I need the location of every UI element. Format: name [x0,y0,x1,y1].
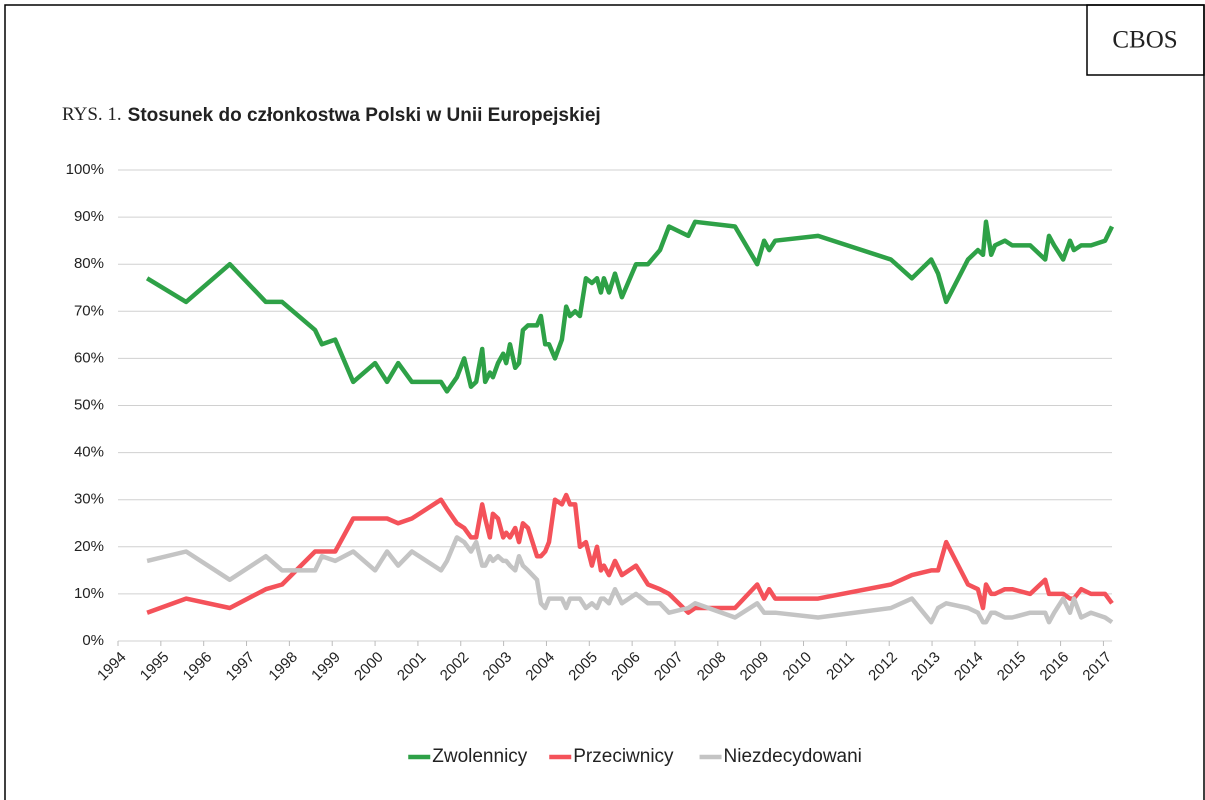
page-frame [4,4,1205,800]
x-tick-label: 1996 [180,649,216,685]
x-tick-label: 1999 [308,649,344,685]
x-tick-label: 1995 [137,649,173,685]
y-tick-label: 10% [74,585,104,602]
x-tick-label: 2004 [522,649,558,685]
x-tick-label: 2002 [437,649,473,685]
legend-label: Zwolennicy [432,746,528,767]
x-tick-label: 2001 [394,649,430,685]
y-tick-label: 80% [74,255,104,272]
y-tick-label: 50% [74,396,104,413]
y-tick-label: 30% [74,491,104,508]
x-tick-label: 2011 [823,649,858,684]
source: CBOS [1112,27,1177,54]
series-line [146,535,1114,625]
x-tick-label: 2014 [951,649,987,685]
figure-label: RYS. 1. [62,104,122,125]
y-tick-label: 0% [82,632,104,649]
x-tick-label: 1994 [94,649,130,685]
x-tick-label: 2003 [480,649,516,685]
x-tick-label: 1998 [265,649,301,685]
series-line [145,219,1115,394]
x-tick-label: 2010 [780,649,816,685]
y-tick-label: 90% [74,208,104,225]
series-line [146,492,1114,615]
chart-title: RYS. 1. Stosunek do członkostwa Polski w … [62,104,601,126]
legend-label: Niezdecydowani [724,746,862,767]
legend-label: Przeciwnicy [573,746,674,767]
x-tick-label: 1997 [223,649,259,685]
x-tick-label: 2015 [994,649,1030,685]
y-tick-label: 20% [74,538,104,555]
x-tick-label: 2017 [1079,649,1115,685]
x-tick-label: 2009 [737,649,773,685]
x-tick-label: 2000 [351,649,387,685]
x-tick-label: 2007 [651,649,687,685]
x-tick-label: 2008 [694,649,730,685]
x-tick-label: 2005 [565,649,601,685]
y-tick-label: 60% [74,349,104,366]
x-tick-label: 2006 [608,649,644,685]
y-tick-label: 70% [74,302,104,319]
title-text: Stosunek do członkostwa Polski w Unii Eu… [128,105,601,126]
x-tick-label: 2013 [908,649,944,685]
y-tick-label: 40% [74,444,104,461]
x-tick-label: 2012 [865,649,901,685]
y-tick-label: 100% [66,161,104,178]
x-tick-label: 2016 [1037,649,1073,685]
source-box [1086,4,1205,76]
